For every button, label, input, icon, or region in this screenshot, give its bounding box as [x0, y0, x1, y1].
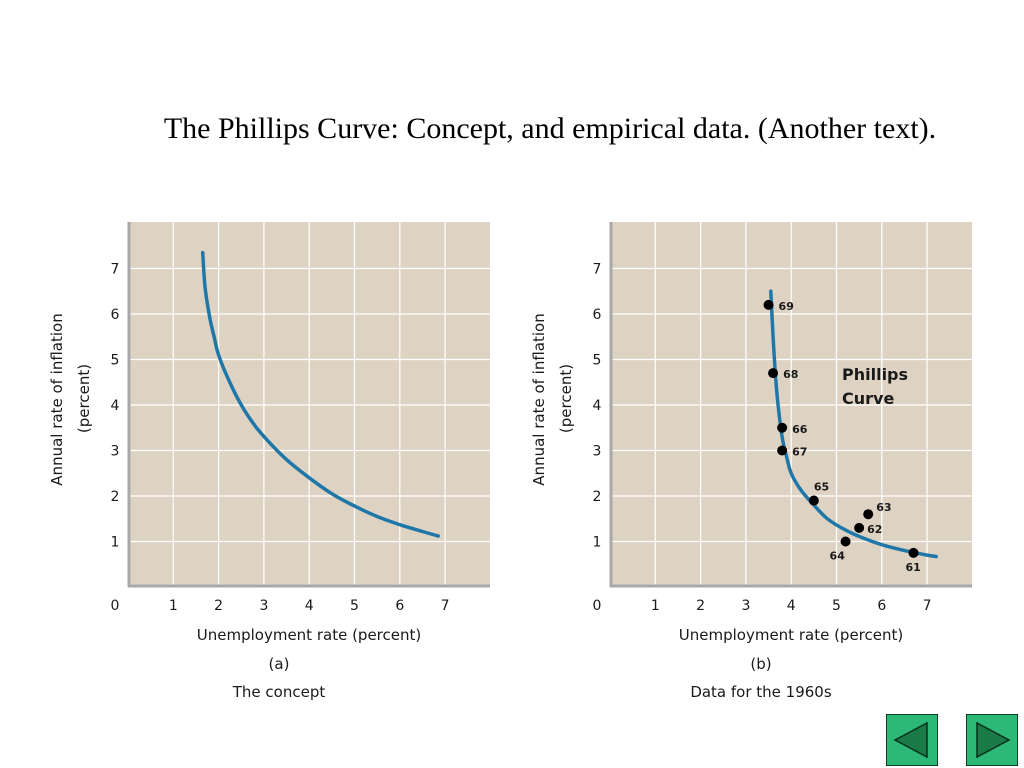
chart-a-y-tick-7: 7 [111, 262, 120, 278]
chart-a-y-tick-1: 1 [111, 535, 120, 551]
chart-b-phillips-curve [769, 289, 938, 559]
chart-b-annotation-line1: Phillips [842, 365, 908, 384]
chart-b-x-axis-label: Unemployment rate (percent) [679, 626, 903, 644]
chart-b-y-axis-label-line1: Annual rate of inflation [530, 313, 548, 485]
chart-a-origin-label: 0 [111, 598, 120, 614]
chart-b-point-69 [763, 299, 774, 310]
chart-b-point-65 [808, 495, 819, 506]
chart-a-x-axis-label: Unemployment rate (percent) [197, 626, 421, 644]
chart-b-point-label-62: 62 [867, 523, 882, 536]
slide-title: The Phillips Curve: Concept, and empiric… [163, 112, 937, 145]
chart-a-caption: The concept [232, 683, 326, 701]
chart-b-grid [610, 222, 972, 587]
chart-b-point-label-68: 68 [783, 368, 798, 381]
chart-b-x-tick-5: 5 [832, 598, 841, 614]
chart-b-axes [609, 222, 972, 588]
next-slide-button[interactable] [966, 714, 1018, 766]
chart-b-point-67 [777, 445, 788, 456]
chart-a-y-axis-label: Annual rate of inflation (percent) [48, 313, 93, 485]
chart-b-annotation-line2: Curve [842, 389, 894, 408]
chart-b-point-62 [854, 522, 865, 533]
chart-b-point-label-66: 66 [792, 423, 808, 436]
chart-b-point-63 [863, 509, 874, 520]
chart-b-caption: Data for the 1960s [690, 683, 832, 701]
chart-a-x-tick-6: 6 [395, 598, 404, 614]
triangle-right-icon [976, 721, 1011, 759]
chart-a-y-tick-4: 4 [111, 398, 120, 414]
chart-a-x-tick-5: 5 [350, 598, 359, 614]
chart-b-x-tick-7: 7 [923, 598, 932, 614]
chart-b-y-tick-2: 2 [593, 489, 602, 505]
chart-b-y-tick-7: 7 [593, 262, 602, 278]
chart-b-point-68 [768, 368, 779, 379]
chart-b-x-tick-6: 6 [877, 598, 886, 614]
chart-b-point-label-61: 61 [906, 561, 921, 574]
chart-a-x-tick-1: 1 [169, 598, 178, 614]
chart-b-y-axis-label: Annual rate of inflation (percent) [530, 313, 575, 485]
chart-b-point-label-65: 65 [814, 481, 829, 494]
chart-b-y-tick-3: 3 [593, 444, 602, 460]
chart-b-point-64 [840, 536, 851, 547]
chart-b-subtitle: (b) [750, 655, 771, 673]
chart-b-y-tick-6: 6 [593, 307, 602, 323]
chart-b-x-tick-labels: 1 2 3 4 5 6 7 [651, 598, 932, 614]
chart-a-x-tick-4: 4 [305, 598, 314, 614]
chart-a-y-tick-2: 2 [111, 489, 120, 505]
chart-b-x-tick-2: 2 [696, 598, 705, 614]
chart-a-grid [128, 222, 490, 587]
chart-b-y-tick-5: 5 [593, 353, 602, 369]
chart-b-y-tick-labels: 1 2 3 4 5 6 7 [593, 262, 602, 551]
chart-a-y-tick-5: 5 [111, 353, 120, 369]
chart-b-point-label-67: 67 [792, 446, 807, 459]
chart-b-point-61 [908, 547, 919, 558]
chart-b-point-label-64: 64 [830, 550, 846, 563]
chart-b-data-points: 61 62 63 64 65 66 67 68 69 [763, 299, 921, 574]
chart-b-y-tick-1: 1 [593, 535, 602, 551]
chart-b-point-66 [777, 422, 788, 433]
triangle-left-icon [893, 721, 928, 759]
chart-b-y-tick-4: 4 [593, 398, 602, 414]
chart-a-axes [127, 222, 490, 588]
chart-b-origin-label: 0 [593, 598, 602, 614]
chart-b-x-tick-1: 1 [651, 598, 660, 614]
chart-a-y-tick-6: 6 [111, 307, 120, 323]
chart-b-x-tick-3: 3 [741, 598, 750, 614]
chart-a-y-axis-label-line1: Annual rate of inflation [48, 313, 66, 485]
chart-a-phillips-curve [200, 250, 441, 538]
chart-b-y-axis-label-line2: (percent) [557, 364, 575, 433]
chart-b-point-label-69: 69 [779, 300, 794, 313]
chart-a-concept: 1 2 3 4 5 6 7 1 2 3 4 5 6 7 0 Unemployment rate (per… [48, 222, 490, 701]
previous-slide-button[interactable] [886, 714, 938, 766]
chart-a-y-axis-label-line2: (percent) [75, 364, 93, 433]
chart-a-x-tick-labels: 1 2 3 4 5 6 7 [169, 598, 450, 614]
chart-a-x-tick-2: 2 [214, 598, 223, 614]
chart-a-subtitle: (a) [269, 655, 290, 673]
chart-a-x-tick-3: 3 [259, 598, 268, 614]
chart-a-y-tick-labels: 1 2 3 4 5 6 7 [111, 262, 120, 551]
chart-b-point-label-63: 63 [876, 501, 891, 514]
chart-b-x-tick-4: 4 [787, 598, 796, 614]
chart-a-x-tick-7: 7 [441, 598, 450, 614]
chart-a-y-tick-3: 3 [111, 444, 120, 460]
